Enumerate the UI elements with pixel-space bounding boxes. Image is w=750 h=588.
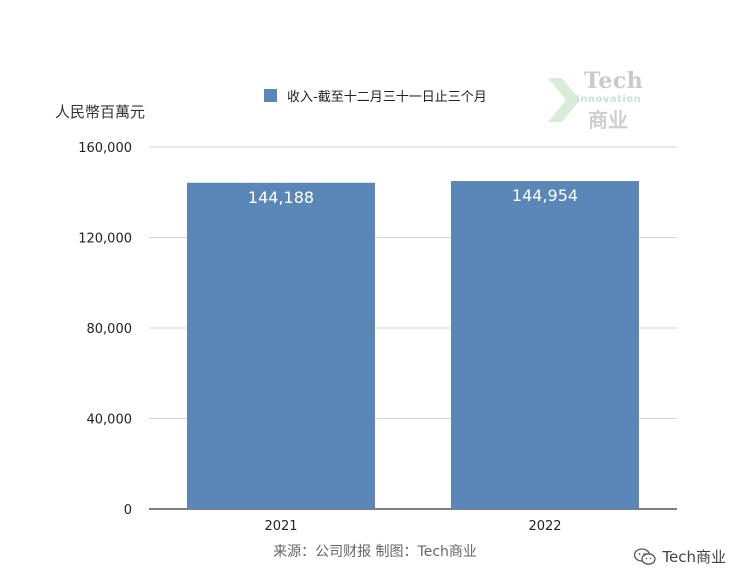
source-caption: 来源：公司财报 制图：Tech商业 [273, 544, 477, 560]
legend: 收入-截至十二月三十一日止三个月 [264, 86, 487, 105]
data-label: 144,188 [248, 188, 314, 207]
y-tick-label: 160,000 [78, 141, 132, 156]
y-tick-label: 120,000 [78, 232, 132, 247]
chevron-logo-icon [548, 78, 580, 122]
x-tick-label: 2021 [264, 519, 297, 534]
y-tick-label: 40,000 [87, 413, 133, 428]
watermark-tech: Tech [584, 68, 644, 94]
watermark-shangye: 商业 [588, 108, 628, 132]
y-tick-label: 80,000 [87, 322, 133, 337]
data-label: 144,954 [512, 186, 578, 205]
footer-brand-label: Tech商业 [662, 548, 726, 566]
bar-2021 [187, 182, 375, 509]
x-tick-label: 2022 [528, 519, 561, 534]
watermark-innovation: Innovation [576, 94, 642, 105]
watermark-logo: Tech Innovation 商业 [548, 68, 648, 132]
y-tick-label: 0 [124, 503, 132, 518]
y-axis-unit-label: 人民幣百萬元 [55, 103, 146, 121]
bar-2022 [451, 181, 639, 510]
legend-label: 收入-截至十二月三十一日止三个月 [287, 90, 487, 105]
legend-swatch [264, 89, 277, 102]
footer-brand: Tech商业 [634, 546, 726, 567]
wechat-icon [634, 547, 657, 565]
